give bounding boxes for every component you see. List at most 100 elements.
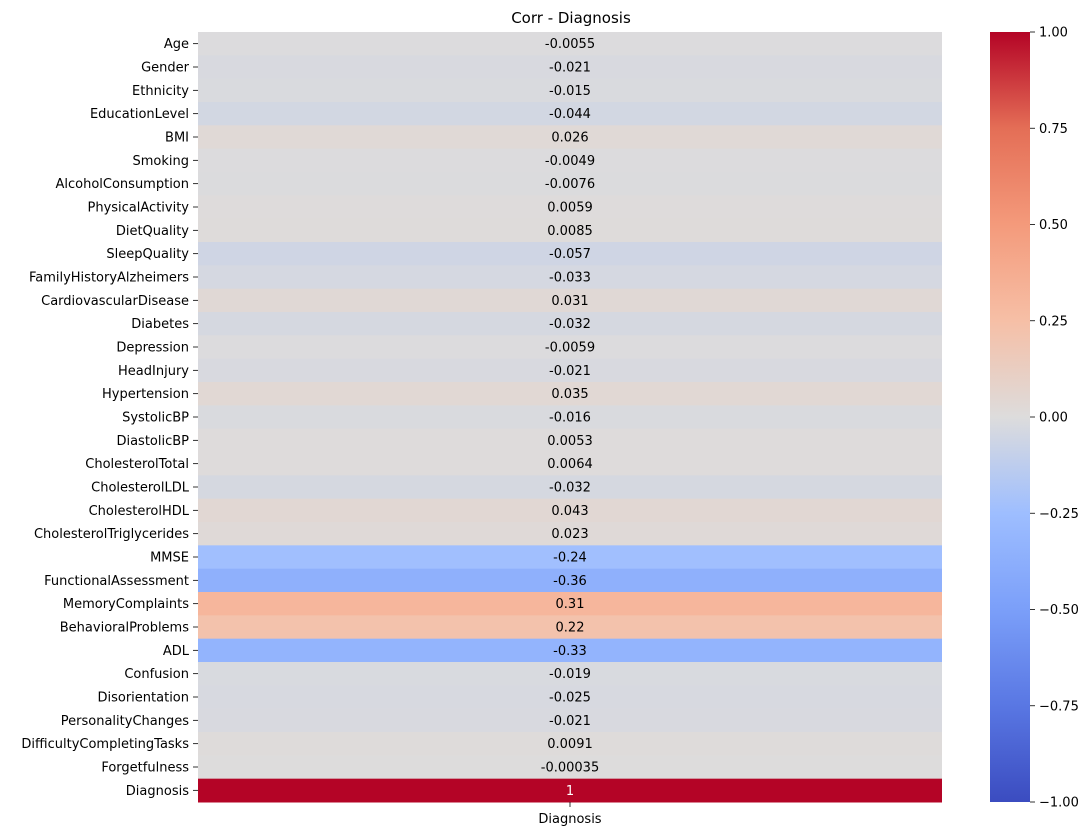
row-label: DiastolicBP	[116, 434, 189, 449]
row-label: CholesterolTriglycerides	[34, 527, 189, 542]
heatmap-cell	[198, 218, 942, 243]
cell-value-label: 0.0064	[547, 457, 593, 472]
cell-value-label: -0.24	[553, 551, 587, 566]
colorbar-tick-label: 0.50	[1039, 218, 1068, 233]
row-label: CholesterolLDL	[91, 481, 190, 496]
row-label: PersonalityChanges	[61, 714, 189, 729]
heatmap-cell	[198, 288, 942, 313]
heatmap-cell	[198, 148, 942, 173]
cell-value-label: -0.021	[549, 61, 591, 76]
row-label: FunctionalAssessment	[44, 574, 189, 589]
row-label: MMSE	[150, 551, 189, 566]
row-label: CholesterolHDL	[89, 504, 190, 519]
heatmap-cell	[198, 125, 942, 150]
colorbar: 1.00 0.75 0.50 0.25 0.00 −0.25 −0.50 −0.75 −1.00	[990, 26, 1079, 811]
cell-value-label: -0.019	[549, 667, 591, 682]
heatmap-cell	[198, 242, 942, 266]
row-label: CholesterolTotal	[85, 457, 189, 472]
heatmap-cell	[198, 522, 942, 546]
colorbar-tick-label: 1.00	[1039, 26, 1068, 41]
row-label: DifficultyCompletingTasks	[21, 737, 189, 752]
heatmap-cell	[198, 662, 942, 686]
row-labels: Age Gender Ethnicity EducationLevel BMI Smoki…	[21, 37, 198, 799]
row-label: SystolicBP	[122, 411, 189, 426]
heatmap-cell	[198, 358, 942, 383]
heatmap-cell	[198, 778, 942, 803]
cell-value-label: -0.015	[549, 84, 591, 99]
heatmap-cell	[198, 708, 942, 733]
row-label: HeadInjury	[118, 364, 189, 379]
heatmap-cell	[198, 568, 942, 593]
cell-value-label: -0.021	[549, 714, 591, 729]
row-label: FamilyHistoryAlzheimers	[29, 271, 189, 286]
row-label: Forgetfulness	[101, 761, 189, 776]
heatmap-cell	[198, 405, 942, 430]
column-labels: Diagnosis	[538, 802, 602, 827]
heatmap-cell	[198, 615, 942, 640]
heatmap-cell	[198, 32, 942, 56]
cell-value-label: -0.0055	[545, 37, 595, 52]
cell-value-label: -0.032	[549, 317, 591, 332]
cell-value-label: 0.0053	[547, 434, 593, 449]
cell-value-label: -0.025	[549, 691, 591, 706]
row-label: BMI	[165, 131, 189, 146]
row-label: EducationLevel	[90, 107, 189, 122]
cell-value-label: -0.016	[549, 411, 591, 426]
heatmap-cell	[198, 102, 942, 126]
cell-value-label: 0.22	[556, 621, 585, 636]
cell-value-label: -0.021	[549, 364, 591, 379]
row-label: SleepQuality	[106, 247, 189, 262]
cell-value-label: -0.033	[549, 271, 591, 286]
cell-value-label: -0.044	[549, 107, 591, 122]
cell-value-label: -0.0059	[545, 341, 595, 356]
row-label: Smoking	[132, 154, 189, 169]
heatmap-cell	[198, 732, 942, 756]
row-label: AlcoholConsumption	[55, 177, 189, 192]
row-label: Age	[164, 37, 189, 52]
colorbar-tick-label: −0.75	[1039, 699, 1079, 714]
heatmap-cell	[198, 265, 942, 290]
cell-value-label: 0.023	[551, 527, 588, 542]
heatmap-cell	[198, 638, 942, 663]
colorbar-tick-label: 0.75	[1039, 122, 1068, 137]
heatmap-cells: -0.0055 -0.021 -0.015 -0.044 0.026 -0.0049 -0.…	[198, 32, 942, 803]
cell-value-label: -0.00035	[541, 761, 599, 776]
cell-value-label: 0.31	[556, 597, 585, 612]
heatmap-cell	[198, 428, 942, 453]
row-label: Confusion	[124, 667, 189, 682]
cell-value-label: 0.043	[551, 504, 588, 519]
cell-value-label: 0.031	[551, 294, 588, 309]
cell-value-label: -0.36	[553, 574, 587, 589]
row-label: ADL	[163, 644, 190, 659]
heatmap-cell	[198, 475, 942, 500]
heatmap-cell	[198, 498, 942, 523]
row-label: BehavioralProblems	[60, 621, 189, 636]
heatmap-cell	[198, 545, 942, 570]
row-label: PhysicalActivity	[88, 201, 190, 216]
heatmap-cell	[198, 685, 942, 710]
row-label: Disorientation	[97, 691, 189, 706]
row-label: MemoryComplaints	[63, 597, 189, 612]
row-label: Ethnicity	[132, 84, 189, 99]
heatmap-cell	[198, 55, 942, 80]
colorbar-tick-label: 0.25	[1039, 314, 1068, 329]
colorbar-tick-label: 0.00	[1039, 411, 1068, 426]
heatmap-cell	[198, 592, 942, 616]
heatmap-cell	[198, 172, 942, 196]
row-label: Depression	[116, 341, 189, 356]
row-label: Hypertension	[102, 387, 189, 402]
colorbar-gradient	[990, 32, 1030, 802]
cell-value-label: 0.0085	[547, 224, 593, 239]
row-label: Diabetes	[131, 317, 189, 332]
colorbar-tick-label: −0.50	[1039, 603, 1079, 618]
cell-value-label: -0.0049	[545, 154, 595, 169]
heatmap-cell	[198, 755, 942, 780]
cell-value-label: -0.032	[549, 481, 591, 496]
chart-title: Corr - Diagnosis	[511, 9, 631, 27]
row-label: Diagnosis	[126, 784, 189, 799]
cell-value-label: 1	[566, 784, 574, 799]
heatmap-cell	[198, 312, 942, 336]
cell-value-label: -0.33	[553, 644, 587, 659]
